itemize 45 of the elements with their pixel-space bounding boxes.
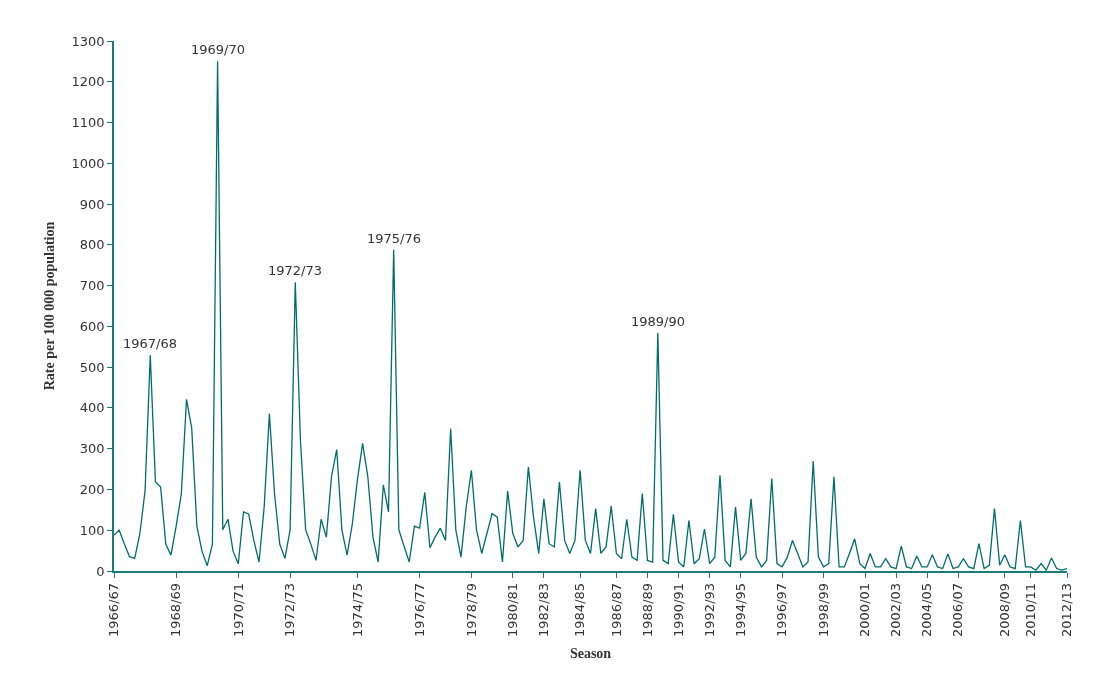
- x-tick-label: 1982/83: [536, 582, 552, 637]
- x-tick-label: 1966/67: [106, 582, 122, 637]
- annotation: 1967/68: [123, 336, 178, 351]
- x-tick-label: 2008/09: [997, 582, 1013, 637]
- y-tick-label: 700: [79, 278, 105, 294]
- y-tick-label: 1300: [71, 33, 105, 49]
- x-tick-label: 1986/87: [608, 582, 624, 637]
- y-tick-label: 200: [79, 482, 105, 498]
- y-tick-label: 300: [79, 441, 105, 457]
- y-tick-label: 800: [79, 237, 105, 253]
- x-tick-label: 1988/89: [639, 582, 655, 637]
- x-tick-label: 2010/11: [1022, 582, 1038, 637]
- x-tick-label: 2002/03: [888, 582, 904, 637]
- x-tick-label: 1972/73: [282, 582, 298, 637]
- y-tick-label: 0: [96, 563, 105, 579]
- annotation: 1972/73: [268, 263, 323, 278]
- x-tick-label: 1984/85: [572, 582, 588, 637]
- y-tick-label: 600: [79, 318, 105, 334]
- y-tick-label: 1000: [71, 155, 105, 171]
- y-tick-label: 100: [79, 522, 105, 538]
- x-tick-label: 2000/01: [857, 582, 873, 637]
- annotation: 1975/76: [367, 231, 422, 246]
- annotation: 1969/70: [191, 42, 246, 57]
- y-tick-label: 1100: [71, 115, 105, 131]
- y-tick-label: 500: [79, 359, 105, 375]
- y-tick-label: 900: [79, 196, 105, 212]
- x-tick-label: 1970/71: [230, 582, 246, 637]
- x-tick-label: 2004/05: [919, 582, 935, 637]
- x-tick-label: 1978/79: [463, 582, 479, 637]
- annotation: 1989/90: [631, 314, 686, 329]
- x-tick-label: 1996/97: [774, 582, 790, 637]
- y-tick-label: 400: [79, 400, 105, 416]
- x-tick-label: 1998/99: [815, 582, 831, 637]
- y-axis-title: Rate per 100 000 population: [41, 221, 57, 391]
- x-tick-label: 1992/93: [701, 582, 717, 637]
- x-axis-title: Season: [569, 645, 612, 661]
- x-tick-label: 1980/81: [505, 582, 521, 637]
- x-tick-label: 1990/91: [670, 582, 686, 637]
- y-tick-label: 1200: [71, 74, 105, 90]
- x-tick-label: 1968/69: [168, 582, 184, 637]
- x-tick-label: 2006/07: [950, 582, 966, 637]
- x-tick-label: 1994/95: [732, 582, 748, 637]
- x-tick-label: 1976/77: [411, 582, 427, 637]
- x-tick-label: 2012/13: [1059, 582, 1075, 637]
- x-tick-label: 1974/75: [349, 582, 365, 637]
